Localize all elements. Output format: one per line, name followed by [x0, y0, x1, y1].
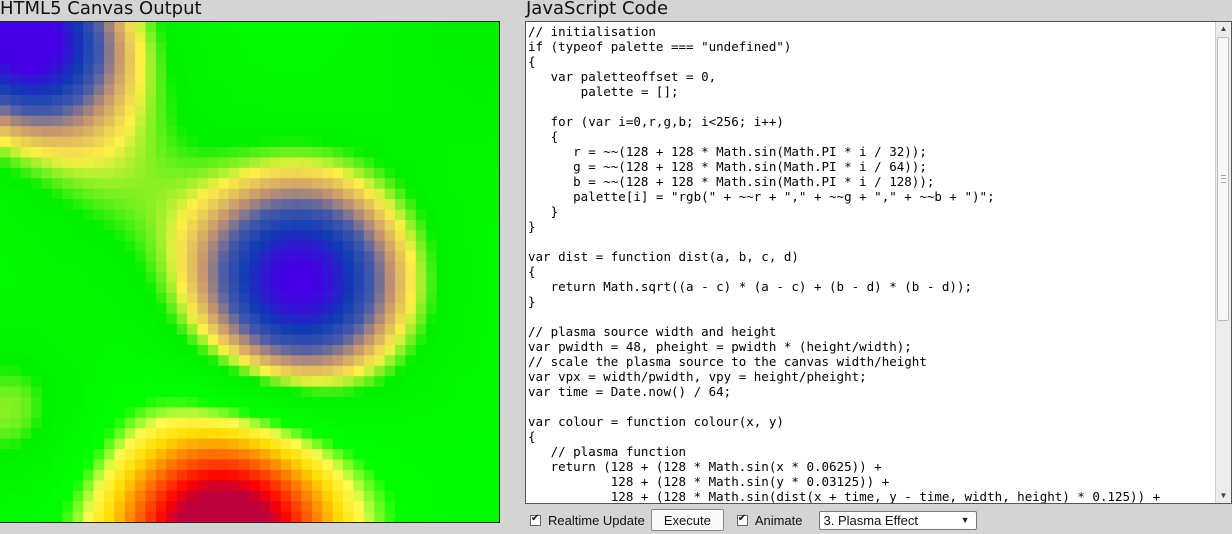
canvas-panel-title: HTML5 Canvas Output	[0, 0, 202, 19]
plasma-canvas	[0, 22, 499, 522]
scroll-thumb[interactable]	[1217, 37, 1229, 321]
animate-checkbox[interactable]	[736, 513, 748, 526]
code-text[interactable]: // initialisation if (typeof palette ===…	[528, 24, 1161, 503]
grip-icon	[1221, 175, 1226, 183]
animate-label: Animate	[754, 512, 803, 528]
realtime-update-checkbox[interactable]	[530, 513, 541, 526]
execute-button[interactable]: Execute	[650, 509, 724, 531]
effect-select-value: 3. Plasma Effect	[823, 512, 918, 528]
canvas-output	[0, 21, 500, 523]
controls-bar: Realtime Update Execute Animate 3. Plasm…	[530, 509, 977, 531]
chevron-down-icon: ▼	[960, 515, 970, 525]
code-editor[interactable]: // initialisation if (typeof palette ===…	[525, 21, 1232, 504]
code-scrollbar[interactable]: ▲ ▼	[1215, 22, 1231, 503]
effect-select[interactable]: 3. Plasma Effect ▼	[818, 510, 977, 530]
code-panel-title: JavaScript Code	[526, 0, 669, 19]
scroll-up-icon[interactable]: ▲	[1219, 24, 1228, 33]
scroll-down-icon[interactable]: ▼	[1219, 491, 1228, 500]
realtime-update-label: Realtime Update	[548, 512, 645, 528]
